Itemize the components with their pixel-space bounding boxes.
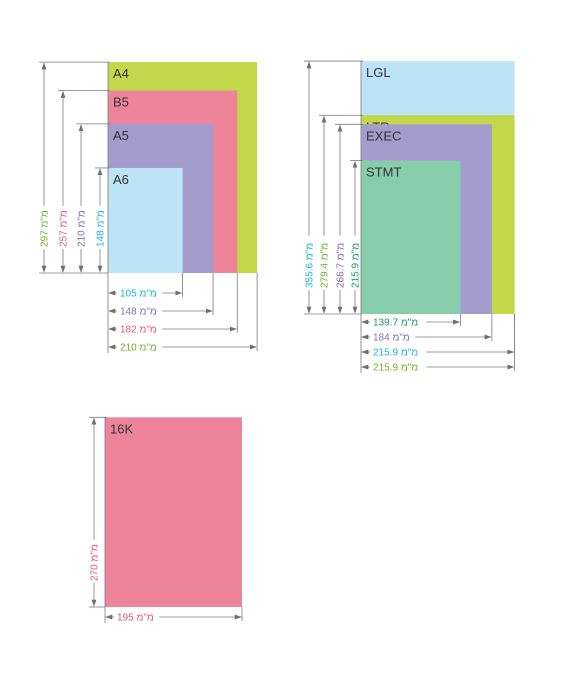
sheet-label-exec: EXEC	[366, 128, 401, 143]
sheet-label-stmt: STMT	[366, 164, 401, 179]
16k-paper-group: 16K 195 מ"מ 270 מ"מ	[88, 416, 243, 624]
width-label-a5: 148 מ"מ	[120, 307, 157, 318]
width-label-background	[370, 331, 416, 343]
sheet-label-a5: A5	[113, 128, 129, 143]
height-label-background	[349, 235, 361, 290]
height-label-background	[303, 235, 315, 290]
height-label-exec: 266.7 מ"מ	[336, 243, 347, 288]
width-label-b5: 182 מ"מ	[120, 325, 157, 336]
sheet-a6	[108, 167, 183, 273]
width-label-background	[370, 316, 427, 328]
sheet-label-16k: 16K	[110, 421, 133, 436]
height-label-a4: 297 מ"מ	[40, 210, 51, 247]
height-label-background	[334, 235, 346, 290]
sheet-label-a6: A6	[113, 172, 129, 187]
height-label-background	[94, 205, 106, 249]
height-label-16k: 270 מ"מ	[90, 544, 101, 581]
height-label-lgl: 355.6 מ"מ	[305, 243, 316, 288]
height-label-a5: 210 מ"מ	[77, 210, 88, 247]
width-label-background	[370, 346, 427, 358]
iso-paper-group: A4 B5 A5 A6 105 מ"מ 148 מ"מ 182 מ"מ 210 מ"מ 297 …	[38, 61, 258, 354]
sheet-16k	[105, 417, 243, 607]
width-label-background	[117, 287, 163, 299]
width-label-16k: 195 מ"מ	[117, 613, 154, 624]
sheet-label-a4: A4	[113, 66, 129, 81]
width-label-background	[117, 323, 163, 335]
height-label-background	[318, 235, 330, 290]
sheet-label-b5: B5	[113, 95, 129, 110]
width-label-background	[117, 341, 163, 353]
height-label-background	[75, 205, 87, 249]
height-label-b5: 257 מ"מ	[59, 210, 70, 247]
sheet-stmt	[361, 160, 461, 314]
height-label-background	[38, 205, 50, 249]
width-label-a4: 210 מ"מ	[120, 343, 157, 354]
height-label-stmt: 215.9 מ"מ	[351, 243, 362, 288]
height-label-a6: 148 מ"מ	[96, 210, 107, 247]
width-label-exec: 184 מ"מ	[373, 333, 410, 344]
width-label-lgl: 215.9 מ"מ	[373, 348, 418, 359]
height-label-ltr: 279.4 מ"מ	[320, 243, 331, 288]
width-label-ltr: 215.9 מ"מ	[373, 363, 418, 374]
height-label-background	[88, 539, 100, 583]
width-label-background	[114, 611, 160, 623]
height-label-background	[57, 205, 69, 249]
sheet-label-lgl: LGL	[366, 65, 391, 80]
width-label-background	[370, 361, 427, 373]
width-label-stmt: 139.7 מ"מ	[373, 318, 418, 329]
width-label-a6: 105 מ"מ	[120, 289, 157, 300]
width-label-background	[117, 305, 163, 317]
